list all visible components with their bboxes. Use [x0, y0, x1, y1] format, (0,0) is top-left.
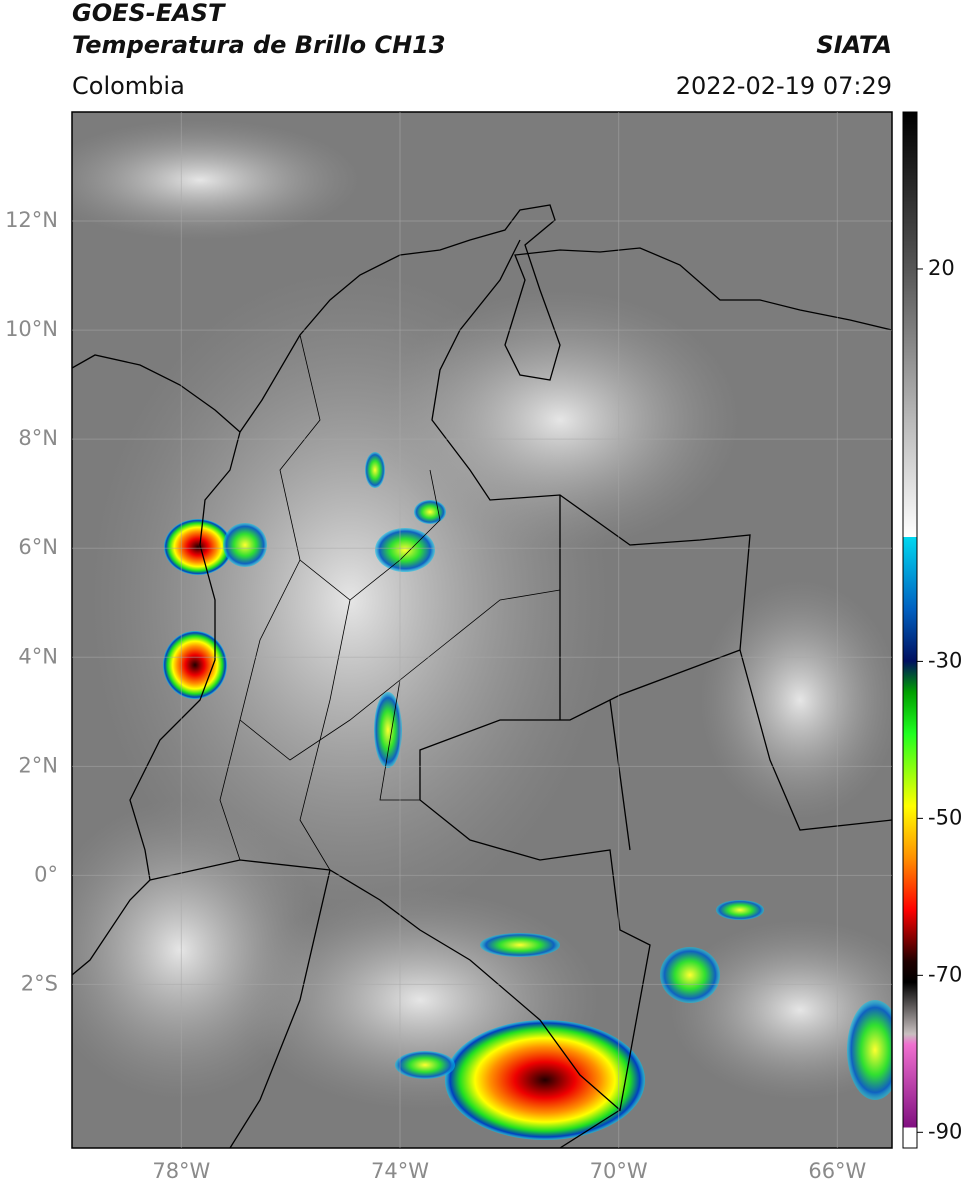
y-tick-label: 2°N [18, 753, 58, 777]
title: GOES-EAST [72, 0, 226, 27]
y-tick-label: 8°N [18, 426, 58, 450]
y-tick-label: 4°N [18, 644, 58, 668]
map-frame [71, 111, 893, 1149]
region: Colombia [72, 72, 185, 100]
x-tick-label: 70°W [590, 1159, 648, 1183]
x-tick-label: 74°W [371, 1159, 429, 1183]
y-tick-label: 2°S [21, 971, 58, 995]
datetime: 2022-02-19 07:29 [676, 72, 892, 100]
colorbar-tick-label: -90 [928, 1119, 962, 1143]
colorbar-tick-label: 20 [928, 256, 955, 280]
source: SIATA [816, 31, 892, 59]
colorbar-tick-label: -50 [928, 805, 962, 829]
x-tick-label: 66°W [808, 1159, 866, 1183]
colorbar-tick-label: -70 [928, 962, 962, 986]
x-tick-label: 78°W [152, 1159, 210, 1183]
y-tick-label: 10°N [5, 317, 58, 341]
colorbar [902, 111, 918, 1149]
y-tick-label: 12°N [5, 208, 58, 232]
y-tick-label: 6°N [18, 535, 58, 559]
y-tick-label: 0° [34, 862, 58, 886]
subtitle: Temperatura de Brillo CH13 [72, 31, 446, 59]
satellite-image [72, 112, 892, 1148]
colorbar-tick-label: -30 [928, 648, 962, 672]
